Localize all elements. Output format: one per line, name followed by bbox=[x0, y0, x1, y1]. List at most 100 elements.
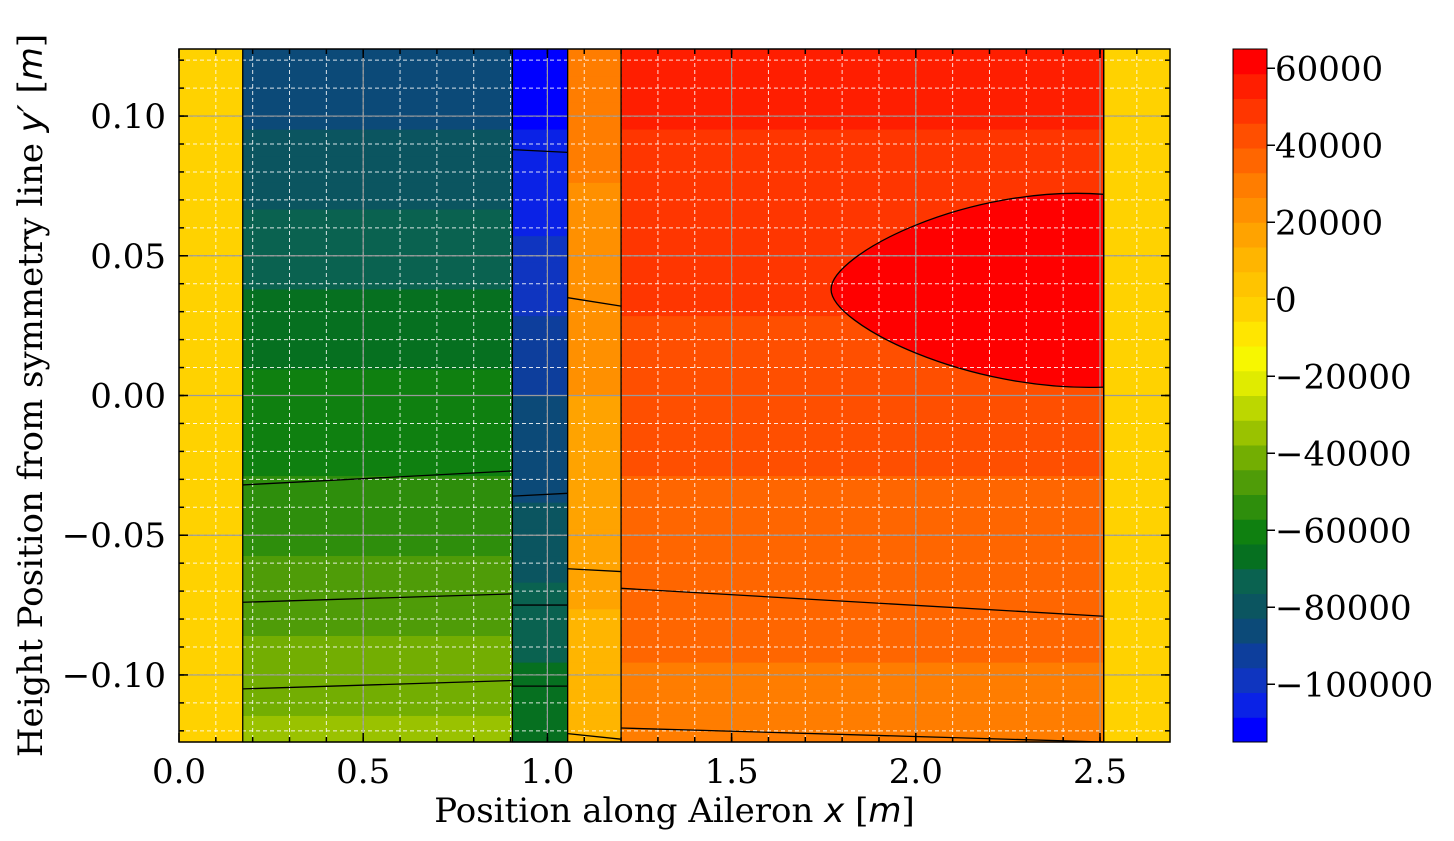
contour-band bbox=[512, 662, 569, 690]
contour-band bbox=[621, 475, 1105, 503]
contour-line bbox=[621, 727, 1104, 743]
contour-line bbox=[512, 148, 568, 154]
contour-band bbox=[179, 208, 244, 237]
contour-line bbox=[567, 568, 622, 573]
colorbar-swatch bbox=[1233, 717, 1267, 743]
contour-band bbox=[567, 608, 622, 636]
colorbar-swatch bbox=[1233, 445, 1267, 471]
contour-band bbox=[512, 155, 569, 183]
contour-band bbox=[621, 688, 1105, 716]
contour-band bbox=[567, 635, 622, 663]
contour-band bbox=[621, 422, 1105, 450]
contour-band bbox=[512, 342, 569, 370]
colorbar-swatch bbox=[1233, 123, 1267, 149]
contour-band bbox=[512, 368, 569, 397]
colorbar-swatch bbox=[1233, 618, 1267, 644]
contour-band bbox=[512, 75, 569, 103]
contour-band bbox=[621, 582, 1105, 610]
contour-band bbox=[179, 155, 244, 183]
contour-band bbox=[242, 528, 514, 557]
contour-band bbox=[621, 395, 1105, 423]
contour-band bbox=[179, 128, 244, 157]
colorbar-swatch bbox=[1233, 667, 1267, 693]
colorbar-tick-label: 40000 bbox=[1275, 126, 1383, 166]
contour-band bbox=[242, 128, 514, 157]
contour-line bbox=[242, 470, 513, 486]
contour-band bbox=[179, 422, 244, 450]
contour-band bbox=[242, 448, 514, 477]
colorbar-swatch bbox=[1233, 469, 1267, 495]
contour-band bbox=[512, 555, 569, 583]
contour-band bbox=[512, 635, 569, 663]
contour-band bbox=[512, 422, 569, 450]
colorbar-swatch bbox=[1233, 494, 1267, 520]
x-tick-label: 2.0 bbox=[889, 752, 943, 792]
contour-band bbox=[512, 395, 569, 423]
contour-band bbox=[621, 49, 1105, 77]
contour-band bbox=[512, 49, 569, 77]
contour-band bbox=[567, 342, 622, 370]
colorbar-swatch bbox=[1233, 568, 1267, 594]
contour-band bbox=[567, 208, 622, 237]
contour-band bbox=[621, 155, 1105, 183]
contour-band bbox=[512, 235, 569, 263]
colorbar-swatch bbox=[1233, 247, 1267, 273]
contour-ellipse bbox=[830, 192, 1104, 388]
region-left-edge bbox=[179, 49, 244, 743]
contour-band bbox=[567, 75, 622, 103]
x-tick-label: 2.5 bbox=[1073, 752, 1127, 792]
colorbar-tick-label: 0 bbox=[1275, 280, 1297, 320]
contour-band bbox=[242, 342, 514, 370]
colorbar-swatch bbox=[1233, 197, 1267, 223]
colorbar-swatch bbox=[1233, 395, 1267, 421]
contour-band bbox=[512, 475, 569, 503]
contour-line bbox=[242, 679, 513, 690]
contour-band bbox=[567, 448, 622, 477]
colorbar-swatch bbox=[1233, 271, 1267, 297]
contour-band bbox=[512, 182, 569, 210]
contour-band bbox=[567, 688, 622, 716]
region-middle-spar bbox=[512, 49, 569, 743]
contour-band bbox=[621, 608, 1105, 636]
contour-band bbox=[242, 422, 514, 450]
x-tick-label: 0.0 bbox=[152, 752, 206, 792]
region-right-edge bbox=[1103, 49, 1171, 743]
contour-band bbox=[242, 235, 514, 263]
contour-band bbox=[179, 555, 244, 583]
contour-band bbox=[179, 582, 244, 610]
colorbar bbox=[1232, 48, 1268, 743]
contour-band bbox=[567, 368, 622, 397]
contour-band bbox=[242, 75, 514, 103]
contour-band bbox=[179, 368, 244, 397]
contour-band bbox=[242, 182, 514, 210]
contour-line bbox=[621, 587, 1104, 617]
contour-band bbox=[242, 475, 514, 503]
contour-line bbox=[567, 297, 622, 307]
contour-band bbox=[621, 635, 1105, 663]
y-tick-label: −0.05 bbox=[62, 516, 166, 556]
contour-band bbox=[179, 448, 244, 477]
contour-line bbox=[242, 593, 513, 603]
contour-lines bbox=[242, 49, 1105, 743]
colorbar-swatch bbox=[1233, 420, 1267, 446]
contour-band bbox=[567, 395, 622, 423]
contour-band bbox=[621, 555, 1105, 583]
x-tick-label: 0.5 bbox=[336, 752, 390, 792]
colorbar-swatch bbox=[1233, 519, 1267, 545]
colorbar-tick-label: −20000 bbox=[1275, 357, 1412, 397]
contour-band bbox=[621, 715, 1105, 743]
contour-band bbox=[242, 208, 514, 237]
contour-band bbox=[242, 555, 514, 583]
peak-stress-zone bbox=[831, 193, 1104, 388]
contour-band bbox=[179, 315, 244, 343]
contour-band bbox=[567, 262, 622, 290]
colorbar-swatch bbox=[1233, 692, 1267, 718]
contour-band bbox=[179, 662, 244, 690]
colorbar-swatch bbox=[1233, 346, 1267, 372]
colorbar-swatch bbox=[1233, 321, 1267, 347]
contour-band bbox=[512, 688, 569, 716]
contour-band bbox=[512, 262, 569, 290]
colorbar-swatch bbox=[1233, 544, 1267, 570]
contour-band bbox=[179, 635, 244, 663]
